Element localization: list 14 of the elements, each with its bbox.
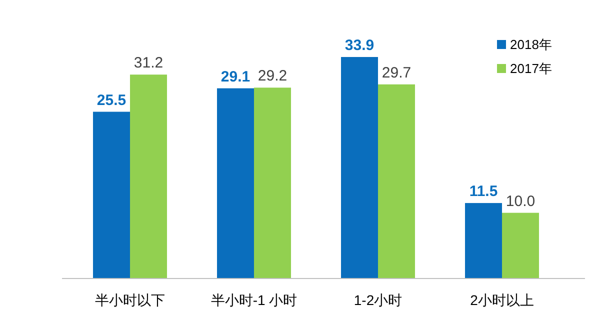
data-label: 29.7 — [382, 64, 412, 82]
legend-label: 2017年 — [510, 61, 552, 76]
data-label: 31.2 — [134, 54, 164, 72]
x-tick-label: 2小时以上 — [470, 292, 534, 308]
data-label: 29.1 — [220, 68, 250, 86]
legend-label: 2018年 — [510, 37, 552, 52]
data-label: 33.9 — [344, 37, 374, 54]
data-label: 11.5 — [469, 183, 498, 200]
x-tick-label: 半小时以下 — [95, 292, 165, 308]
x-tick-label: 半小时-1 小时 — [210, 292, 298, 308]
x-tick-label: 1-2小时 — [354, 292, 402, 308]
data-label: 25.5 — [96, 92, 126, 109]
data-label: 29.2 — [258, 68, 288, 85]
data-label: 10.0 — [506, 192, 536, 210]
